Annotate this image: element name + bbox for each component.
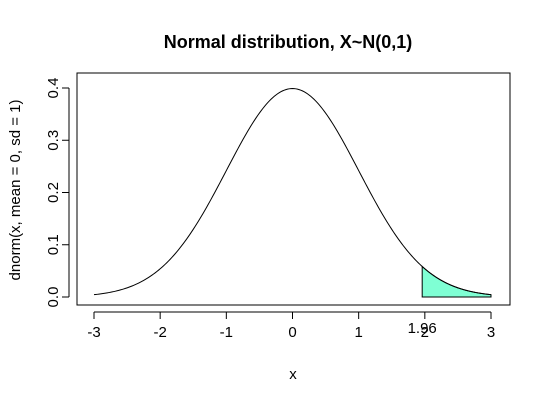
chart-title: Normal distribution, X~N(0,1)	[164, 32, 413, 52]
x-tick-label: 3	[487, 324, 495, 341]
x-axis: -3 -2 -1 0 1 2 3	[87, 311, 495, 341]
critical-value-label: 1.96	[408, 320, 437, 337]
y-axis-label: dnorm(x, mean = 0, sd = 1)	[7, 100, 24, 281]
x-tick-label: 1	[354, 324, 362, 341]
y-tick-label: 0.1	[45, 234, 62, 255]
x-tick-label: -1	[220, 324, 233, 341]
y-tick-label: 0.2	[45, 182, 62, 203]
x-tick-label: -3	[87, 324, 100, 341]
plot-area	[76, 72, 511, 306]
annotation-layer: 1.96	[408, 320, 437, 337]
y-axis: 0.0 0.1 0.2 0.3 0.4	[45, 78, 70, 308]
tail-shaded-area	[421, 265, 492, 298]
x-tick-label: -2	[153, 324, 166, 341]
y-tick-label: 0.4	[45, 78, 62, 99]
y-tick-label: 0.3	[45, 130, 62, 151]
density-curve	[93, 88, 492, 296]
y-tick-label: 0.0	[45, 287, 62, 308]
plot-border	[76, 72, 511, 306]
x-tick-label: 0	[288, 324, 296, 341]
x-axis-label: x	[289, 366, 297, 383]
x-tick-label: 2	[421, 324, 429, 341]
